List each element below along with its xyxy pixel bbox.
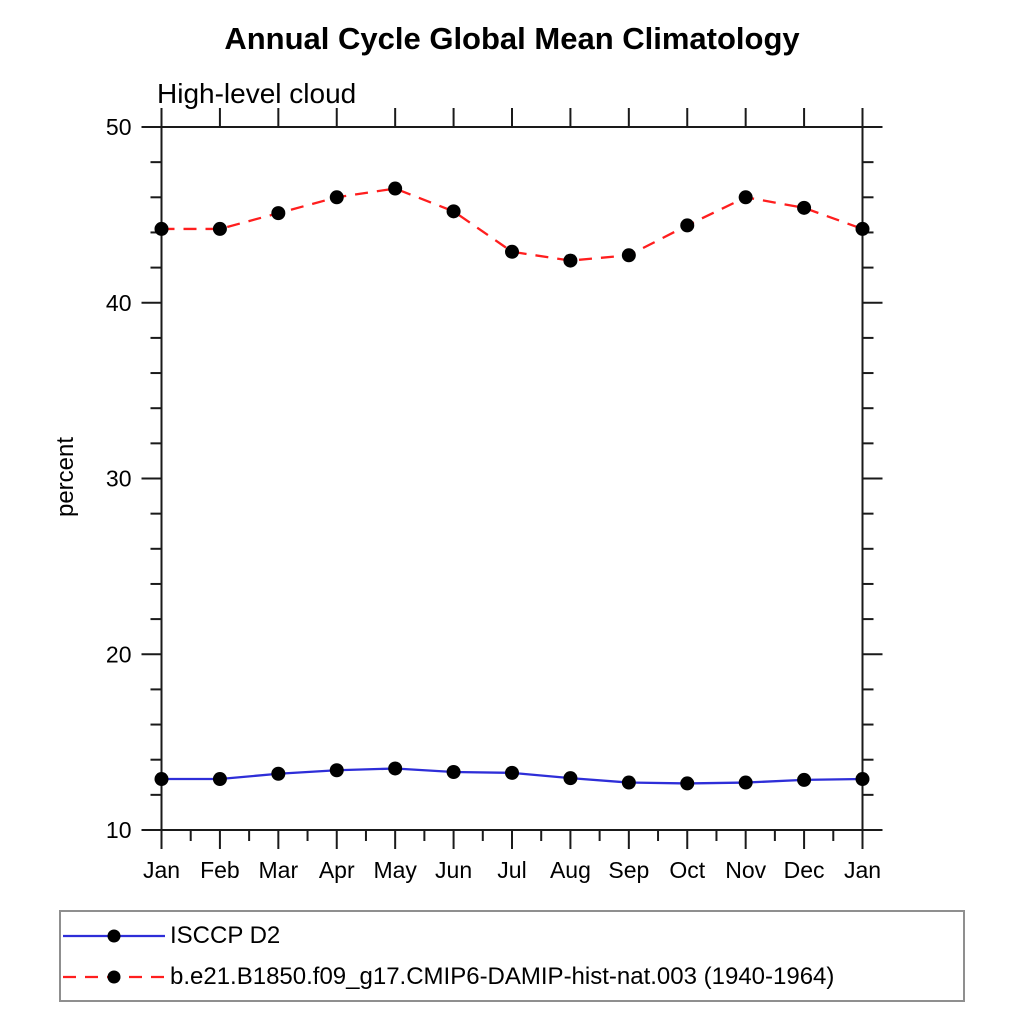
legend-label-0: ISCCP D2 [170, 921, 281, 949]
data-point [212, 772, 227, 787]
data-point [505, 765, 519, 780]
y-tick-label: 10 [106, 817, 132, 843]
data-point [154, 221, 169, 236]
legend-row-model: b.e21.B1850.f09_g17.CMIP6-DAMIP-hist-nat… [61, 956, 963, 997]
legend-marker-1 [107, 970, 121, 983]
x-tick-label: Mar [259, 857, 299, 883]
data-point [388, 181, 403, 196]
data-point [855, 772, 870, 787]
data-point [855, 221, 870, 236]
legend-sample-line-0 [63, 929, 165, 942]
data-point [621, 248, 636, 263]
data-point [446, 765, 461, 780]
data-point [271, 766, 286, 781]
series-1 [154, 181, 870, 268]
x-tick-label: Jan [844, 857, 881, 883]
x-tick-label: Aug [550, 857, 591, 883]
x-tick-label: Sep [608, 857, 649, 883]
plot-frame [160, 126, 864, 831]
x-tick-label: Oct [669, 857, 705, 883]
data-point [680, 218, 695, 233]
x-tick-label: Apr [319, 857, 355, 883]
x-tick-label: Jan [143, 857, 180, 883]
x-tick-label: Jul [497, 857, 526, 883]
data-point [505, 244, 519, 259]
data-point [621, 775, 636, 790]
data-point [388, 761, 403, 776]
y-tick-label: 30 [106, 466, 132, 492]
data-point [271, 206, 286, 221]
data-point [738, 775, 753, 790]
y-tick-label: 20 [106, 641, 132, 667]
x-tick-label: Dec [784, 857, 825, 883]
data-point [563, 771, 578, 786]
series-0 [154, 761, 870, 791]
legend-marker-0 [107, 929, 121, 942]
legend-sample-line-1 [63, 970, 165, 983]
y-tick-label: 50 [106, 114, 132, 140]
x-tick-label: May [373, 857, 417, 883]
data-point [563, 253, 578, 268]
legend: ISCCP D2 b.e21.B1850.f09_g17.CMIP6-DAMIP… [59, 910, 965, 1002]
data-point [797, 772, 812, 787]
x-tick-label: Jun [435, 857, 472, 883]
data-point [738, 190, 753, 205]
x-tick-label: Nov [725, 857, 766, 883]
data-point [154, 772, 169, 787]
chart-subtitle: High-level cloud [157, 78, 357, 109]
legend-label-1: b.e21.B1850.f09_g17.CMIP6-DAMIP-hist-nat… [170, 962, 835, 990]
data-point [329, 763, 344, 778]
data-point [329, 190, 344, 205]
chart-title: Annual Cycle Global Mean Climatology [224, 21, 800, 56]
data-point [680, 776, 695, 791]
y-tick-label: 40 [106, 290, 132, 316]
data-point [212, 221, 227, 236]
x-tick-label: Feb [200, 857, 240, 883]
axis-tick-labels: 10 20 30 40 50 Jan Feb Mar Apr May Jun Jul Aug Sep Oct… [106, 114, 881, 883]
axis-ticks [141, 108, 883, 849]
legend-row-isccp: ISCCP D2 [61, 915, 963, 956]
data-point [446, 204, 461, 219]
data-point [797, 200, 812, 215]
